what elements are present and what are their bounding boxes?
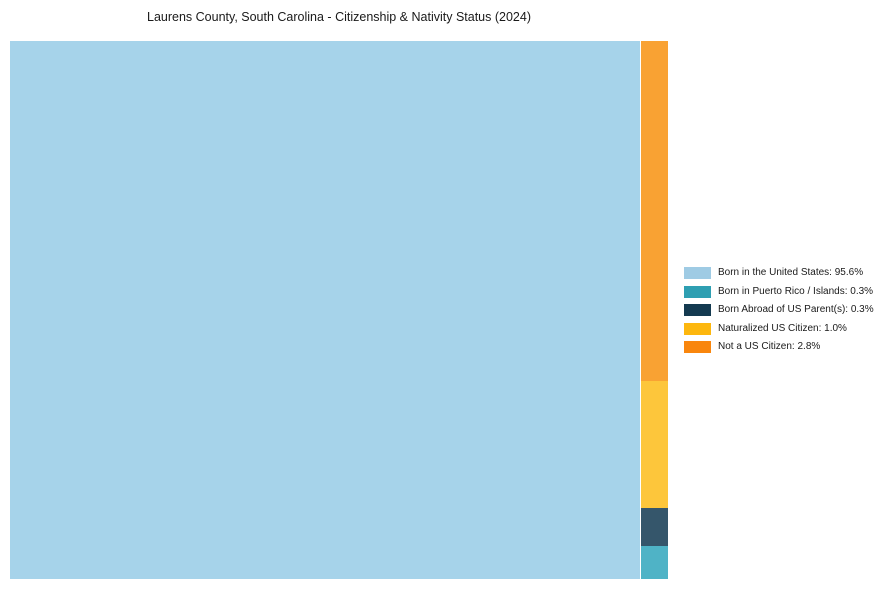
chart-title: Laurens County, South Carolina - Citizen…: [147, 10, 531, 24]
legend: Born in the United States: 95.6% Born in…: [684, 267, 874, 360]
legend-item-naturalized: Naturalized US Citizen: 1.0%: [684, 322, 874, 335]
legend-label-not-a-citizen: Not a US Citizen: 2.8%: [718, 341, 821, 352]
treemap-tile-born-in-us: [10, 41, 640, 579]
legend-item-born-in-us: Born in the United States: 95.6%: [684, 267, 874, 279]
legend-label-born-in-puerto-rico: Born in Puerto Rico / Islands: 0.3%: [718, 285, 874, 297]
treemap-tile-born-in-puerto-rico-islands: [641, 546, 668, 579]
legend-label-naturalized: Naturalized US Citizen: 1.0%: [718, 322, 847, 334]
legend-swatch-naturalized: [684, 322, 711, 335]
legend-label-born-abroad: Born Abroad of US Parent(s): 0.3%: [718, 304, 874, 315]
legend-item-not-a-citizen: Not a US Citizen: 2.8%: [684, 341, 874, 353]
treemap-plot: [10, 41, 668, 579]
treemap-tile-not-a-us-citizen: [641, 41, 668, 381]
legend-swatch-not-a-citizen: [684, 341, 711, 353]
legend-label-born-in-us: Born in the United States: 95.6%: [718, 267, 864, 278]
treemap-tile-born-abroad-of-us-parents: [641, 508, 668, 546]
legend-item-born-in-puerto-rico: Born in Puerto Rico / Islands: 0.3%: [684, 285, 874, 298]
legend-swatch-born-in-us: [684, 267, 711, 279]
treemap-foreign-born-column: [641, 41, 668, 579]
legend-swatch-born-in-puerto-rico: [684, 285, 711, 298]
treemap-tile-naturalized-us-citizen: [641, 381, 668, 508]
legend-swatch-born-abroad: [684, 304, 711, 316]
legend-item-born-abroad: Born Abroad of US Parent(s): 0.3%: [684, 304, 874, 316]
